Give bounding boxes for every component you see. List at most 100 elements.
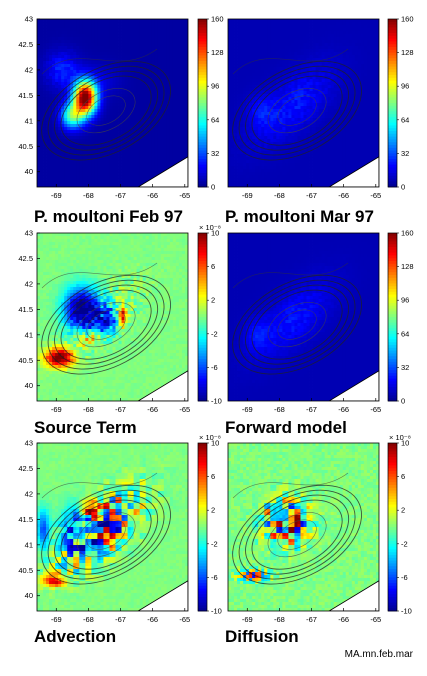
heatmap-cell <box>297 97 301 101</box>
heatmap-cell <box>103 160 107 164</box>
heatmap-cell <box>154 121 159 125</box>
heatmap-cell <box>109 28 113 32</box>
heatmap-cell <box>139 112 144 116</box>
heatmap-cell <box>142 139 147 143</box>
heatmap-cell <box>82 127 86 131</box>
heatmap-cell <box>118 61 122 65</box>
heatmap-cell <box>49 121 53 125</box>
heatmap-cell <box>333 40 338 44</box>
heatmap-cell <box>112 91 116 95</box>
heatmap-cell <box>184 115 188 119</box>
heatmap-cell <box>163 166 168 170</box>
heatmap-cell <box>249 46 253 50</box>
heatmap-cell <box>184 82 188 86</box>
heatmap-cell <box>234 118 238 122</box>
heatmap-cell <box>160 28 165 32</box>
heatmap-cell <box>258 124 262 128</box>
heatmap-cell <box>85 178 89 182</box>
heatmap-cell <box>91 19 95 23</box>
heatmap-cell <box>291 115 295 119</box>
heatmap-cell <box>339 61 344 65</box>
heatmap-cell <box>351 67 356 71</box>
heatmap-cell <box>82 85 86 89</box>
heatmap-cell <box>294 130 298 134</box>
heatmap-cell <box>234 55 238 59</box>
heatmap-cell <box>297 28 301 32</box>
heatmap-cell <box>64 163 68 167</box>
heatmap-cell <box>315 94 319 98</box>
heatmap-cell <box>315 52 319 56</box>
heatmap-cell <box>46 46 50 50</box>
heatmap-cell <box>82 64 86 68</box>
heatmap-cell <box>67 25 71 29</box>
heatmap-cell <box>297 55 301 59</box>
heatmap-cell <box>151 79 156 83</box>
heatmap-cell <box>348 88 353 92</box>
heatmap-cell <box>175 115 180 119</box>
heatmap-cell <box>109 100 113 104</box>
heatmap-cell <box>336 25 341 29</box>
heatmap-cell <box>228 55 232 59</box>
heatmap-cell <box>133 175 138 179</box>
heatmap-cell <box>127 163 132 167</box>
heatmap-cell <box>151 127 156 131</box>
heatmap-cell <box>264 109 268 113</box>
heatmap-cell <box>154 22 159 26</box>
colorbar-swatch <box>198 94 207 98</box>
heatmap-cell <box>154 28 159 32</box>
heatmap-cell <box>246 49 250 53</box>
heatmap-cell <box>70 124 74 128</box>
heatmap-cell <box>246 85 250 89</box>
heatmap-cell <box>40 22 44 26</box>
heatmap-cell <box>333 130 338 134</box>
heatmap-cell <box>357 46 362 50</box>
heatmap-cell <box>297 58 301 62</box>
heatmap-cell <box>94 79 98 83</box>
heatmap-cell <box>169 151 174 155</box>
heatmap-cell <box>276 79 280 83</box>
heatmap-cell <box>336 52 341 56</box>
heatmap-cell <box>375 49 379 53</box>
heatmap-cell <box>318 121 323 125</box>
heatmap-cell <box>342 19 347 23</box>
heatmap-cell <box>231 106 235 110</box>
heatmap-cell <box>109 166 113 170</box>
heatmap-cell <box>49 73 53 77</box>
heatmap-cell <box>357 55 362 59</box>
heatmap-cell <box>154 76 159 80</box>
heatmap-cell <box>94 19 98 23</box>
heatmap-cell <box>133 109 138 113</box>
heatmap-cell <box>330 76 335 80</box>
heatmap-cell <box>91 37 95 41</box>
heatmap-cell <box>264 121 268 125</box>
heatmap-cell <box>145 73 150 77</box>
heatmap-cell <box>151 106 156 110</box>
heatmap-cell <box>240 106 244 110</box>
colorbar-frame <box>197 18 208 188</box>
heatmap-cell <box>100 127 104 131</box>
heatmap-cell <box>285 115 289 119</box>
heatmap-cell <box>100 37 104 41</box>
heatmap-cell <box>372 139 377 143</box>
heatmap-cell <box>300 22 304 26</box>
heatmap-cell <box>118 64 122 68</box>
heatmap-cell <box>70 109 74 113</box>
heatmap-cell <box>333 34 338 38</box>
heatmap-cell <box>136 148 141 152</box>
heatmap-cell <box>348 133 353 137</box>
heatmap-cell <box>369 124 374 128</box>
heatmap-cell <box>46 148 50 152</box>
heatmap-cell <box>234 109 238 113</box>
heatmap-cell <box>127 34 132 38</box>
heatmap-cell <box>267 19 271 23</box>
heatmap-cell <box>351 55 356 59</box>
heatmap-cell <box>136 172 141 176</box>
heatmap-cell <box>252 22 256 26</box>
heatmap-cell <box>130 175 135 179</box>
heatmap-cell <box>151 67 156 71</box>
heatmap-cell <box>297 34 301 38</box>
heatmap-cell <box>55 160 59 164</box>
heatmap-cell <box>67 97 71 101</box>
heatmap-cell <box>67 139 71 143</box>
heatmap-cell <box>157 157 162 161</box>
